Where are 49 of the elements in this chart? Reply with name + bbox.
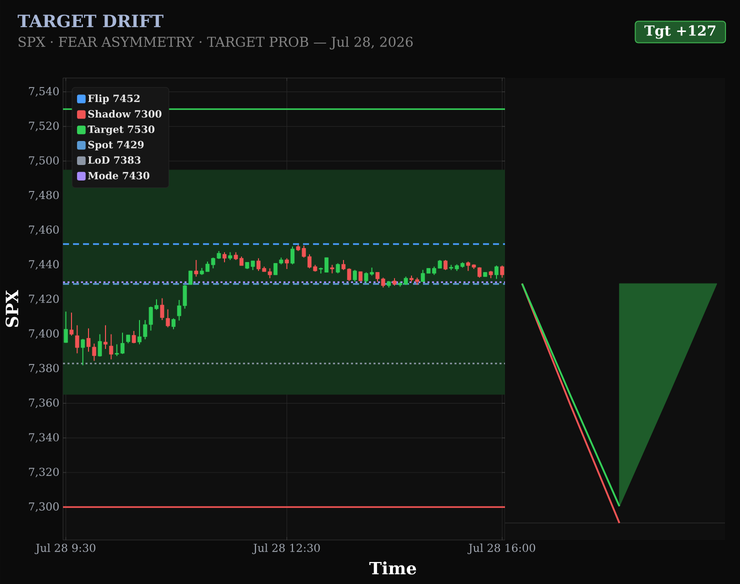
candlestick <box>194 260 198 278</box>
candlestick <box>132 330 136 344</box>
y-tick-label: 7,340 <box>29 433 59 443</box>
y-tick-label: 7,480 <box>29 190 59 200</box>
y-tick-label: 7,360 <box>29 398 59 408</box>
legend-label: Spot 7429 <box>88 140 144 150</box>
x-tick-label: Jul 28 12:30 <box>252 544 320 554</box>
y-tick-label: 7,500 <box>29 156 59 166</box>
y-tick-label: 7,380 <box>29 364 59 374</box>
candlestick <box>64 311 68 344</box>
y-tick-label: 7,540 <box>29 87 59 97</box>
legend-label: Target 7530 <box>88 126 154 136</box>
candlestick <box>171 318 176 330</box>
legend-label: Shadow 7300 <box>88 110 162 118</box>
candlestick <box>290 246 295 265</box>
legend-label: LoD 7383 <box>88 156 140 164</box>
candlestick <box>336 262 340 274</box>
candlestick <box>284 258 289 270</box>
y-axis-title: SPX <box>6 290 18 327</box>
y-tick-label: 7,400 <box>29 329 59 339</box>
y-tick-label: 7,460 <box>29 225 59 236</box>
legend-label: Mode 7430 <box>88 172 150 180</box>
y-tick-label: 7,440 <box>29 260 59 270</box>
candlestick <box>188 270 193 286</box>
candlestick <box>160 298 164 321</box>
candlestick <box>494 265 499 280</box>
x-axis-title: Time <box>369 561 416 575</box>
candlestick <box>222 252 227 263</box>
candlestick <box>166 308 170 328</box>
chart-title: TARGET DRIFT <box>18 14 164 28</box>
y-tick-label: 7,520 <box>29 122 59 132</box>
y-tick-label: 7,320 <box>29 468 59 478</box>
candlestick <box>352 269 357 282</box>
candlestick <box>358 271 363 282</box>
y-tick-label: 7,420 <box>29 294 59 304</box>
candlestick <box>443 260 448 271</box>
x-tick-label: Jul 28 9:30 <box>34 544 96 554</box>
candlestick <box>109 334 114 360</box>
legend-label: Flip 7452 <box>88 94 140 104</box>
candlestick <box>80 338 85 366</box>
chart-subtitle: SPX · FEAR ASYMMETRY · TARGET PROB — Jul 28, 2026 <box>18 36 413 50</box>
candlestick <box>75 324 80 354</box>
candlestick <box>69 312 74 336</box>
candlestick <box>98 334 102 358</box>
text: Tgt +127 <box>644 25 716 39</box>
candlestick <box>103 324 108 350</box>
x-tick-label: Jul 28 16:00 <box>468 544 536 554</box>
y-tick-label: 7,300 <box>29 502 59 512</box>
candlestick <box>500 265 504 278</box>
